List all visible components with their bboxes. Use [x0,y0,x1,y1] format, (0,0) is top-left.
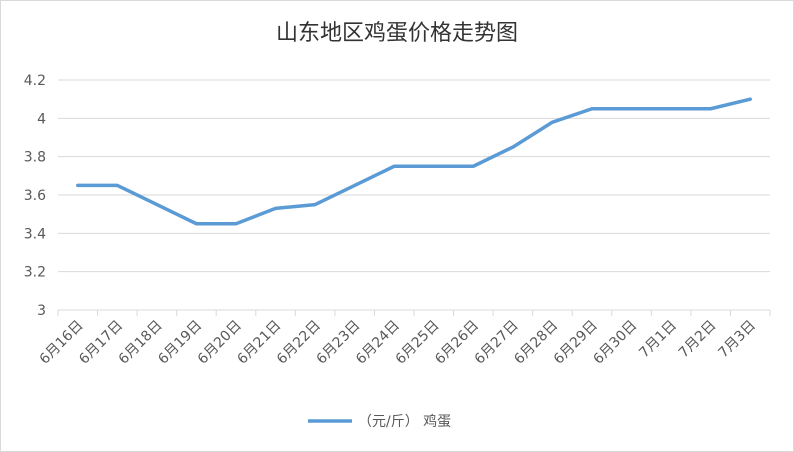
y-tick-label: 3 [37,303,46,319]
y-tick-label: 3.6 [24,188,46,204]
legend-label: （元/斤） 鸡蛋 [358,413,451,430]
chart-title: 山东地区鸡蛋价格走势图 [276,21,518,46]
y-tick-label: 4.2 [24,73,46,89]
y-tick-label: 3.8 [24,150,46,166]
y-tick-label: 3.2 [24,265,46,281]
y-tick-label: 3.4 [24,226,46,242]
y-tick-label: 4 [37,111,46,127]
data-line [76,97,752,226]
